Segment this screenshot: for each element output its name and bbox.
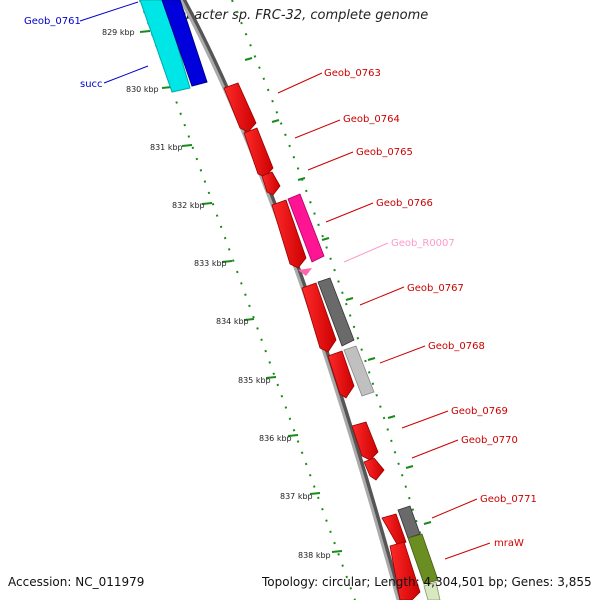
label-geob-0765[interactable]: Geob_0765 (356, 147, 413, 158)
gene-geob-0761-feature[interactable] (139, 0, 191, 93)
tick-mark (405, 465, 414, 469)
tick-label: 837 kbp (280, 492, 313, 501)
gene-geob-0767-feature[interactable] (301, 282, 337, 353)
tick-label: 830 kbp (126, 85, 159, 94)
tick-label: 835 kbp (238, 376, 271, 385)
label-geob-0764[interactable]: Geob_0764 (343, 114, 400, 125)
tick-label: 831 kbp (150, 143, 183, 152)
leader-succc (103, 65, 149, 84)
backbone-shadow (180, 0, 403, 600)
tick-mark (265, 376, 277, 379)
topology-text: Topology: circular; Length: 4,304,501 bp… (262, 575, 592, 589)
tick-mark (244, 57, 253, 61)
tick-mark (201, 202, 213, 205)
accession-text: Accession: NC_011979 (8, 575, 145, 589)
tick-mark (331, 550, 343, 553)
leader-geob-0767 (359, 286, 405, 306)
tick-label: 834 kbp (216, 317, 249, 326)
tick-mark (345, 297, 354, 301)
tick-label: 829 kbp (102, 28, 135, 37)
label-geob-r0007[interactable]: Geob_R0007 (391, 238, 455, 249)
tick-mark (297, 177, 306, 181)
tick-mark (181, 144, 193, 147)
gene-geob-0770-feature[interactable] (363, 457, 385, 481)
leader-geob-0768 (379, 345, 426, 364)
tick-mark (387, 415, 396, 419)
label-mraw[interactable]: mraW (494, 538, 524, 549)
gene-geob-0765-feature[interactable] (261, 171, 281, 196)
label-geob-0769[interactable]: Geob_0769 (451, 406, 508, 417)
label-geob-0771[interactable]: Geob_0771 (480, 494, 537, 505)
gene-geob-0766-outer-feature[interactable] (287, 193, 325, 263)
gene-geob-0768-feature[interactable] (327, 350, 355, 399)
label-geob-0761[interactable]: Geob_0761 (24, 16, 81, 27)
backbone-line (179, 0, 400, 600)
label-leaders (79, 1, 491, 560)
tick-mark (243, 318, 255, 321)
tick-label: 833 kbp (194, 259, 227, 268)
tick-mark (309, 492, 321, 495)
tick-label: 832 kbp (172, 201, 205, 210)
map-title: Geobacter sp. FRC-32, complete genome (160, 8, 429, 23)
tick-mark (321, 237, 330, 241)
label-geob-0767[interactable]: Geob_0767 (407, 283, 464, 294)
gene-geob-0764-feature[interactable] (243, 127, 274, 178)
label-geob-0763[interactable]: Geob_0763 (324, 68, 381, 79)
tick-mark (367, 357, 376, 361)
label-geob-0770[interactable]: Geob_0770 (461, 435, 518, 446)
leader-geob-0766 (325, 202, 374, 223)
gene-geob-0768-outer-feature[interactable] (343, 345, 375, 397)
gene-geob-0766-feature[interactable] (271, 199, 307, 269)
gene-features (139, 0, 441, 600)
leader-geob-0761 (79, 1, 139, 22)
tick-mark (287, 434, 299, 437)
gene-mraw-outer-feature[interactable] (407, 533, 439, 585)
tick-label: 836 kbp (259, 434, 292, 443)
tick-label: 838 kbp (298, 551, 331, 560)
gene-labels: Geob_0761 succ Geob_0763 Geob_0764 Geob_… (24, 16, 537, 549)
leader-geob-0765 (307, 151, 354, 171)
leader-geob-0763 (277, 72, 323, 94)
label-geob-0768[interactable]: Geob_0768 (428, 341, 485, 352)
gene-succc-feature[interactable] (161, 0, 208, 87)
leader-geob-0769 (401, 410, 449, 429)
tick-group: 829 kbp 830 kbp 831 kbp 832 kbp 833 kbp … (102, 28, 432, 560)
label-succc[interactable]: succ (80, 79, 103, 90)
tick-mark (221, 260, 233, 263)
leader-mraw (444, 542, 491, 560)
gene-geob-r0007-feature[interactable] (298, 268, 312, 276)
leader-geob-0764 (294, 119, 341, 139)
tick-mark (271, 119, 280, 123)
gene-geob-0771-outer-feature[interactable] (397, 505, 421, 539)
tick-mark (423, 521, 432, 525)
gene-geob-0771-feature[interactable] (381, 513, 407, 547)
gene-bottom-feature[interactable] (423, 581, 441, 600)
tick-mark (139, 30, 151, 33)
leader-geob-r0007 (343, 242, 389, 263)
gene-geob-0767-outer-feature[interactable] (317, 277, 355, 347)
gene-geob-0763-feature[interactable] (223, 82, 257, 133)
gene-mraw-feature[interactable] (389, 541, 421, 600)
leader-geob-0771 (431, 498, 478, 519)
label-geob-0766[interactable]: Geob_0766 (376, 198, 433, 209)
gene-geob-0769-feature[interactable] (351, 421, 379, 461)
leader-geob-0770 (411, 439, 459, 459)
